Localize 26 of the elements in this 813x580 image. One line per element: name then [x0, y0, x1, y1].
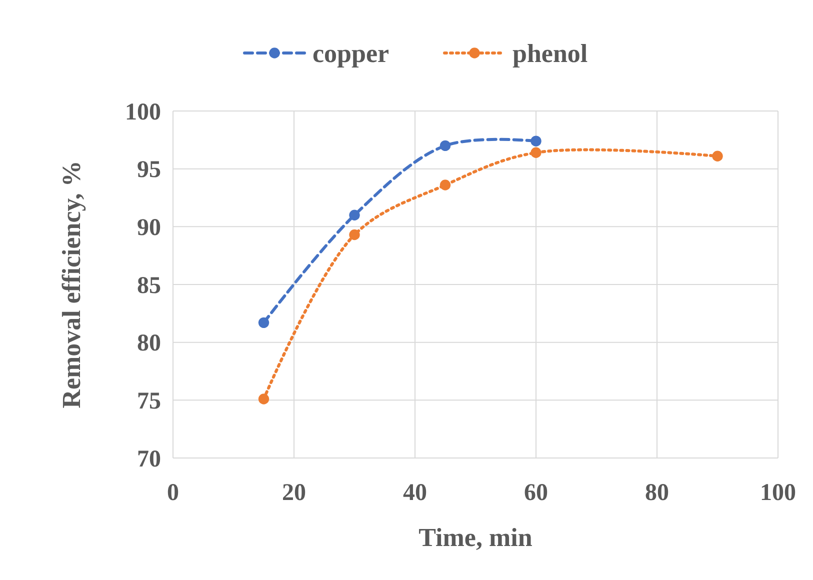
point	[440, 140, 451, 152]
point	[349, 210, 360, 220]
x-tick-label: 80	[645, 480, 669, 506]
point	[530, 136, 542, 146]
point	[349, 229, 360, 240]
x-tick-label: 60	[524, 480, 548, 506]
legend-label: phenol	[512, 39, 588, 68]
y-axis-title: Removal efficiency, %	[57, 160, 86, 408]
point	[712, 150, 723, 162]
y-tick-label: 75	[137, 388, 161, 415]
x-tick-label: 20	[282, 480, 306, 506]
x-tick-label: 100	[760, 480, 796, 506]
point	[258, 317, 270, 328]
x-axis-title: Time, min	[418, 523, 533, 552]
legend-label: copper	[312, 39, 390, 68]
y-tick-label: 85	[137, 272, 161, 299]
point	[258, 394, 270, 404]
point	[530, 147, 542, 158]
y-tick-label: 90	[137, 215, 161, 242]
y-tick-label: 80	[137, 330, 161, 357]
y-tick-label: 100	[125, 99, 161, 126]
y-tick-label: 70	[137, 446, 161, 472]
point	[440, 180, 451, 190]
x-tick-label: 40	[403, 480, 427, 506]
x-tick-label: 0	[167, 480, 179, 506]
y-tick-label: 95	[137, 157, 161, 184]
